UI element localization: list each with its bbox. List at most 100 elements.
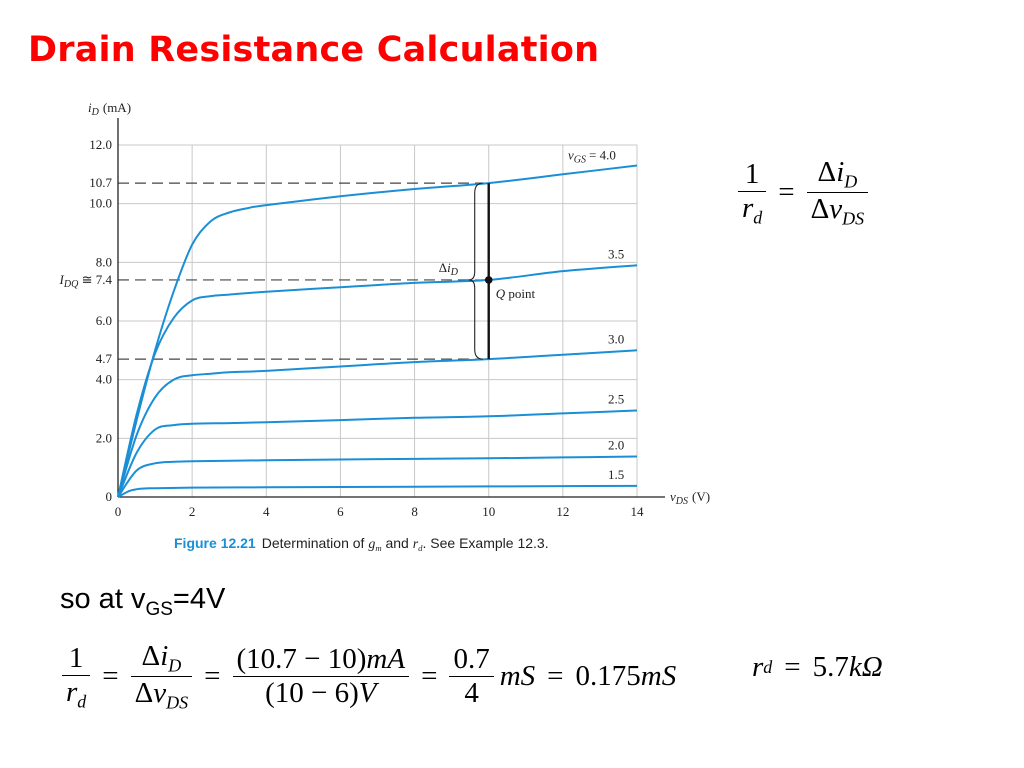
eq1-den-var: v (829, 193, 843, 226)
eq2-frac-1-num: 1 (68, 641, 84, 674)
series-line-2.0 (117, 455, 638, 498)
y-tick-label: 4.7 (96, 351, 113, 366)
vgs-condition-prefix: so at v (60, 583, 146, 615)
eq2-frac-4-den: 4 (464, 677, 479, 710)
eq2-frac-4-num: 0.7 (453, 643, 490, 676)
eq1-den-delta: Δ (810, 193, 830, 226)
x-tick-label: 12 (556, 504, 569, 519)
series-line-2.5 (117, 409, 638, 498)
eq2-frac-2-den-delta: Δ (134, 677, 154, 710)
y-axis-label: iD (mA) (88, 100, 131, 118)
y-tick-label: 8.0 (96, 254, 112, 269)
y-tick-label: 4.0 (96, 372, 112, 387)
eq2-frac-3-den: (10 − 6) (265, 677, 359, 710)
eq2-frac-3-den-unit: V (358, 677, 377, 710)
figure-caption-text-3: . See Example 12.3. (422, 535, 549, 551)
eq2-frac-2-num-delta: Δ (141, 640, 161, 672)
eq2-unit-1: mS (499, 660, 536, 693)
eq2-result-value: 0.175 (575, 660, 641, 693)
delta-id-label: ΔiD (439, 260, 459, 278)
y-tick-label: 0 (106, 489, 113, 504)
eq1-left-denominator: r (742, 191, 754, 224)
eq2-frac-2-den-sub: DS (166, 692, 189, 713)
drain-characteristics-chart: iD (mA) vDS (V) 0 2 4 6 8 10 12 14 0 2.0 4.0 4.7 6.0 8.0… (59, 100, 711, 519)
slide-title: Drain Resistance Calculation (28, 30, 600, 70)
x-tick-label: 6 (337, 504, 344, 519)
vgs-condition-sub: GS (145, 598, 173, 620)
q-point-marker (484, 276, 493, 284)
eq1-left-numerator: 1 (744, 157, 760, 190)
eq1-left-fraction: 1 rd (738, 157, 767, 228)
series-line-4.0 (117, 164, 638, 498)
series-label: 3.0 (608, 331, 624, 346)
eq2-equals-3: = (421, 660, 438, 693)
y-tick-label: 12.0 (89, 137, 112, 152)
eq2-frac-1-den: r (66, 675, 78, 708)
idq-label: IDQ ≅ 7.4 (59, 272, 113, 290)
series-label: 2.0 (608, 438, 624, 453)
eq2-frac-3-num-unit: mA (366, 643, 406, 676)
eq2-frac-1-den-sub: d (77, 690, 87, 711)
figure-caption-text-1: Determination of (261, 535, 369, 551)
x-tick-label: 0 (115, 504, 122, 519)
chart-axes: iD (mA) vDS (V) (88, 100, 710, 507)
series-line-1.5 (117, 484, 638, 498)
eq3-unit: kΩ (848, 651, 883, 683)
eq2-equals-4: = (547, 660, 564, 693)
eq1-num-sub: D (844, 171, 858, 192)
chart-tick-labels: 0 2 4 6 8 10 12 14 0 2.0 4.0 4.7 6.0 8.0 10.0 10.7 12.0 I… (59, 137, 644, 519)
x-tick-label: 2 (189, 504, 196, 519)
y-tick-label: 10.0 (89, 196, 112, 211)
y-tick-label: 6.0 (96, 313, 112, 328)
figure-caption: Figure 12.21 Determination of gm and rd. … (174, 535, 549, 553)
x-tick-label: 8 (411, 504, 418, 519)
eq2-frac-3: (10.7 − 10)mA (10 − 6)V (232, 643, 410, 710)
drain-resistance-definition-equation: 1 rd = ΔiD ΔvDS (738, 156, 869, 230)
figure-caption-gm: g (368, 537, 376, 552)
eq2-unit-2: mS (640, 660, 677, 693)
chart-series: vGS = 4.0 3.5 3.0 2.5 2.0 1.5 (117, 148, 638, 498)
eq1-left-denominator-sub: d (753, 206, 763, 227)
delta-id-brace (468, 182, 483, 360)
vgs-condition-suffix: =4V (172, 583, 226, 615)
x-tick-label: 10 (482, 504, 495, 519)
chart-annotations: ΔiD Q point (439, 182, 536, 360)
eq2-equals-1: = (102, 660, 119, 693)
y-tick-label: 10.7 (89, 175, 112, 190)
series-label: vGS = 4.0 (568, 148, 616, 166)
eq3-r-sub: d (763, 657, 773, 677)
eq2-frac-4: 0.7 4 (449, 643, 494, 710)
eq1-num-var: i (836, 156, 845, 188)
eq3-equals: = (784, 651, 801, 683)
series-label: 2.5 (608, 391, 624, 406)
series-line-3.5 (117, 264, 638, 498)
x-tick-label: 4 (263, 504, 270, 519)
series-label: 1.5 (608, 467, 624, 482)
eq1-equals: = (778, 176, 795, 209)
chart-grid (118, 144, 638, 497)
q-point-label: Q point (496, 286, 536, 301)
x-tick-label: 14 (631, 504, 645, 519)
eq2-equals-2: = (204, 660, 221, 693)
x-axis-label: vDS (V) (670, 489, 710, 507)
eq3-value: 5.7 (812, 651, 849, 683)
eq1-num-delta: Δ (817, 156, 837, 188)
vgs-condition-text: so at vGS=4V (60, 583, 225, 621)
figure-caption-text-2: and (381, 535, 413, 551)
figure-caption-rd: r (412, 537, 419, 552)
eq3-r: r (752, 651, 764, 683)
y-tick-label: 2.0 (96, 430, 112, 445)
drain-resistance-calculation-equation: 1 rd = ΔiD ΔvDS = (10.7 − 10)mA (10 − 6)… (62, 640, 676, 714)
eq2-frac-2-den-var: v (153, 677, 167, 710)
series-label: 3.5 (608, 246, 624, 261)
eq2-frac-3-num: (10.7 − 10) (236, 643, 367, 676)
eq2-frac-2: ΔiD ΔvDS (130, 640, 193, 714)
figure-caption-gm-sub: m (375, 543, 382, 554)
eq2-frac-2-num-var: i (160, 640, 169, 672)
eq2-frac-2-num-sub: D (168, 655, 182, 676)
figure-caption-label: Figure 12.21 (174, 535, 256, 551)
eq1-right-fraction: ΔiD ΔvDS (806, 156, 869, 230)
figure-caption-rd-sub: d (418, 543, 423, 554)
eq2-frac-1: 1 rd (62, 641, 91, 712)
